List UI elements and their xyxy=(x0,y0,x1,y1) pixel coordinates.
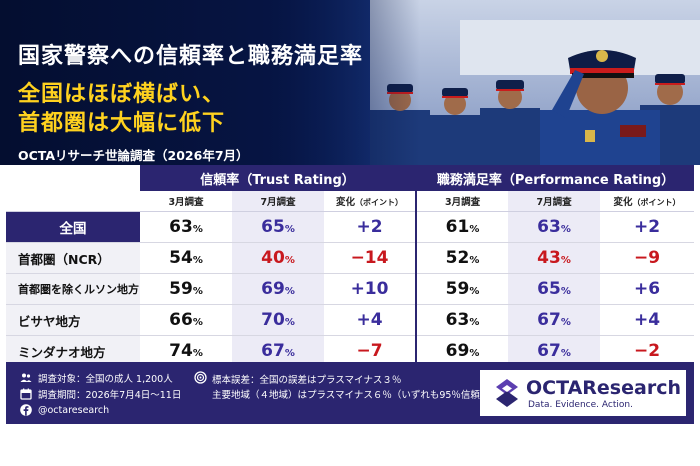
performance-change: +2 xyxy=(600,211,695,243)
trust-march: 54% xyxy=(140,242,232,274)
performance-change: −9 xyxy=(600,242,695,274)
hero-shade xyxy=(0,0,420,165)
facebook-icon xyxy=(20,404,32,416)
social-row: @octaresearch xyxy=(20,404,109,416)
col-header-july: 7月調査 xyxy=(508,191,601,212)
social-handle: @octaresearch xyxy=(38,404,110,416)
trust-change: −14 xyxy=(324,242,417,274)
trust-change: +10 xyxy=(324,273,417,305)
table-row: ビサヤ地方 66% 70% +4 63% 67% +4 xyxy=(6,304,695,336)
performance-july: 43% xyxy=(508,242,601,274)
change-label: 変化 xyxy=(336,197,356,208)
octa-logo-mark xyxy=(496,379,518,407)
performance-march: 59% xyxy=(415,273,509,305)
change-label: 変化 xyxy=(613,197,633,208)
trust-july: 67% xyxy=(232,335,324,367)
rating-table: 信頼率（Trust Rating） 職務満足率（Performance Rati… xyxy=(6,165,695,367)
change-unit: （ポイント） xyxy=(355,198,404,207)
police-officers-photo xyxy=(370,0,700,165)
footer-panel: 調査対象：全国の成人 1,200人 調査期間：2026年7月4日～11日 @oc… xyxy=(6,362,694,424)
trust-march: 59% xyxy=(140,273,232,305)
col-header-march: 3月調査 xyxy=(415,191,509,212)
performance-rating-header: 職務満足率（Performance Rating） xyxy=(415,165,695,191)
performance-july: 65% xyxy=(508,273,601,305)
table-row: 首都圏を除くルソン地方 59% 69% +10 59% 65% +6 xyxy=(6,273,695,305)
performance-march: 61% xyxy=(415,211,509,243)
table-row: 首都圏（NCR） 54% 40% −14 52% 43% −9 xyxy=(6,242,695,274)
performance-july: 63% xyxy=(508,211,601,243)
survey-period: 調査期間：2026年7月4日～11日 xyxy=(38,390,182,401)
trust-change: +2 xyxy=(324,211,417,243)
octa-logo: OCTAResearch Data. Evidence. Action. xyxy=(480,370,686,416)
survey-target-row: 調査対象：全国の成人 1,200人 xyxy=(20,371,173,385)
column-header-region xyxy=(6,191,140,212)
survey-target: 調査対象：全国の成人 1,200人 xyxy=(38,374,173,385)
sampling-error-line-2: 主要地域（４地域）はプラスマイナス６％（いずれも95％信頼水準） xyxy=(212,390,509,401)
trust-march: 74% xyxy=(140,335,232,367)
survey-period-row: 調査期間：2026年7月4日～11日 xyxy=(20,387,181,401)
trust-march: 66% xyxy=(140,304,232,336)
trust-march: 63% xyxy=(140,211,232,243)
col-header-change: 変化（ポイント） xyxy=(600,191,695,212)
group-header-row: 信頼率（Trust Rating） 職務満足率（Performance Rati… xyxy=(6,165,695,191)
performance-change: +6 xyxy=(600,273,695,305)
headline-line-2: 首都圏は大幅に低下 xyxy=(18,111,226,136)
region-label: 首都圏（NCR） xyxy=(6,242,140,274)
trust-change: +4 xyxy=(324,304,417,336)
col-header-change: 変化（ポイント） xyxy=(324,191,417,212)
calendar-icon xyxy=(20,388,32,400)
region-label: 全国 xyxy=(6,211,140,243)
trust-rating-header: 信頼率（Trust Rating） xyxy=(140,165,417,191)
trust-july: 69% xyxy=(232,273,324,305)
trust-change: −7 xyxy=(324,335,417,367)
logo-tagline: Data. Evidence. Action. xyxy=(528,400,633,410)
region-label: ビサヤ地方 xyxy=(6,304,140,336)
change-unit: （ポイント） xyxy=(632,198,681,207)
target-icon xyxy=(194,371,207,384)
col-header-march: 3月調査 xyxy=(140,191,232,212)
headline-line-1: 全国はほぼ横ばい、 xyxy=(18,82,226,107)
performance-march: 52% xyxy=(415,242,509,274)
hero-banner: 国家警察への信頼率と職務満足率 全国はほぼ横ばい、 首都圏は大幅に低下 OCTA… xyxy=(0,0,700,165)
page-title: 国家警察への信頼率と職務満足率 xyxy=(18,44,364,69)
table-row: 全国 63% 65% +2 61% 63% +2 xyxy=(6,211,695,243)
col-header-july: 7月調査 xyxy=(232,191,324,212)
headline: 全国はほぼ横ばい、 首都圏は大幅に低下 xyxy=(18,80,225,138)
trust-july: 70% xyxy=(232,304,324,336)
region-label: 首都圏を除くルソン地方 xyxy=(6,273,140,305)
performance-july: 67% xyxy=(508,335,601,367)
column-header-row: 3月調査 7月調査 変化（ポイント） 3月調査 7月調査 変化（ポイント） xyxy=(6,191,695,212)
performance-march: 63% xyxy=(415,304,509,336)
performance-march: 69% xyxy=(415,335,509,367)
performance-change: +4 xyxy=(600,304,695,336)
people-icon xyxy=(20,373,32,382)
table-corner xyxy=(6,165,140,191)
survey-source: OCTAリサーチ世論調査（2026年7月） xyxy=(18,148,249,163)
performance-july: 67% xyxy=(508,304,601,336)
trust-july: 40% xyxy=(232,242,324,274)
trust-july: 65% xyxy=(232,211,324,243)
sampling-error-line-1: 標本誤差：全国の誤差はプラスマイナス３％ xyxy=(212,375,402,386)
logo-name: OCTAResearch xyxy=(526,377,681,399)
